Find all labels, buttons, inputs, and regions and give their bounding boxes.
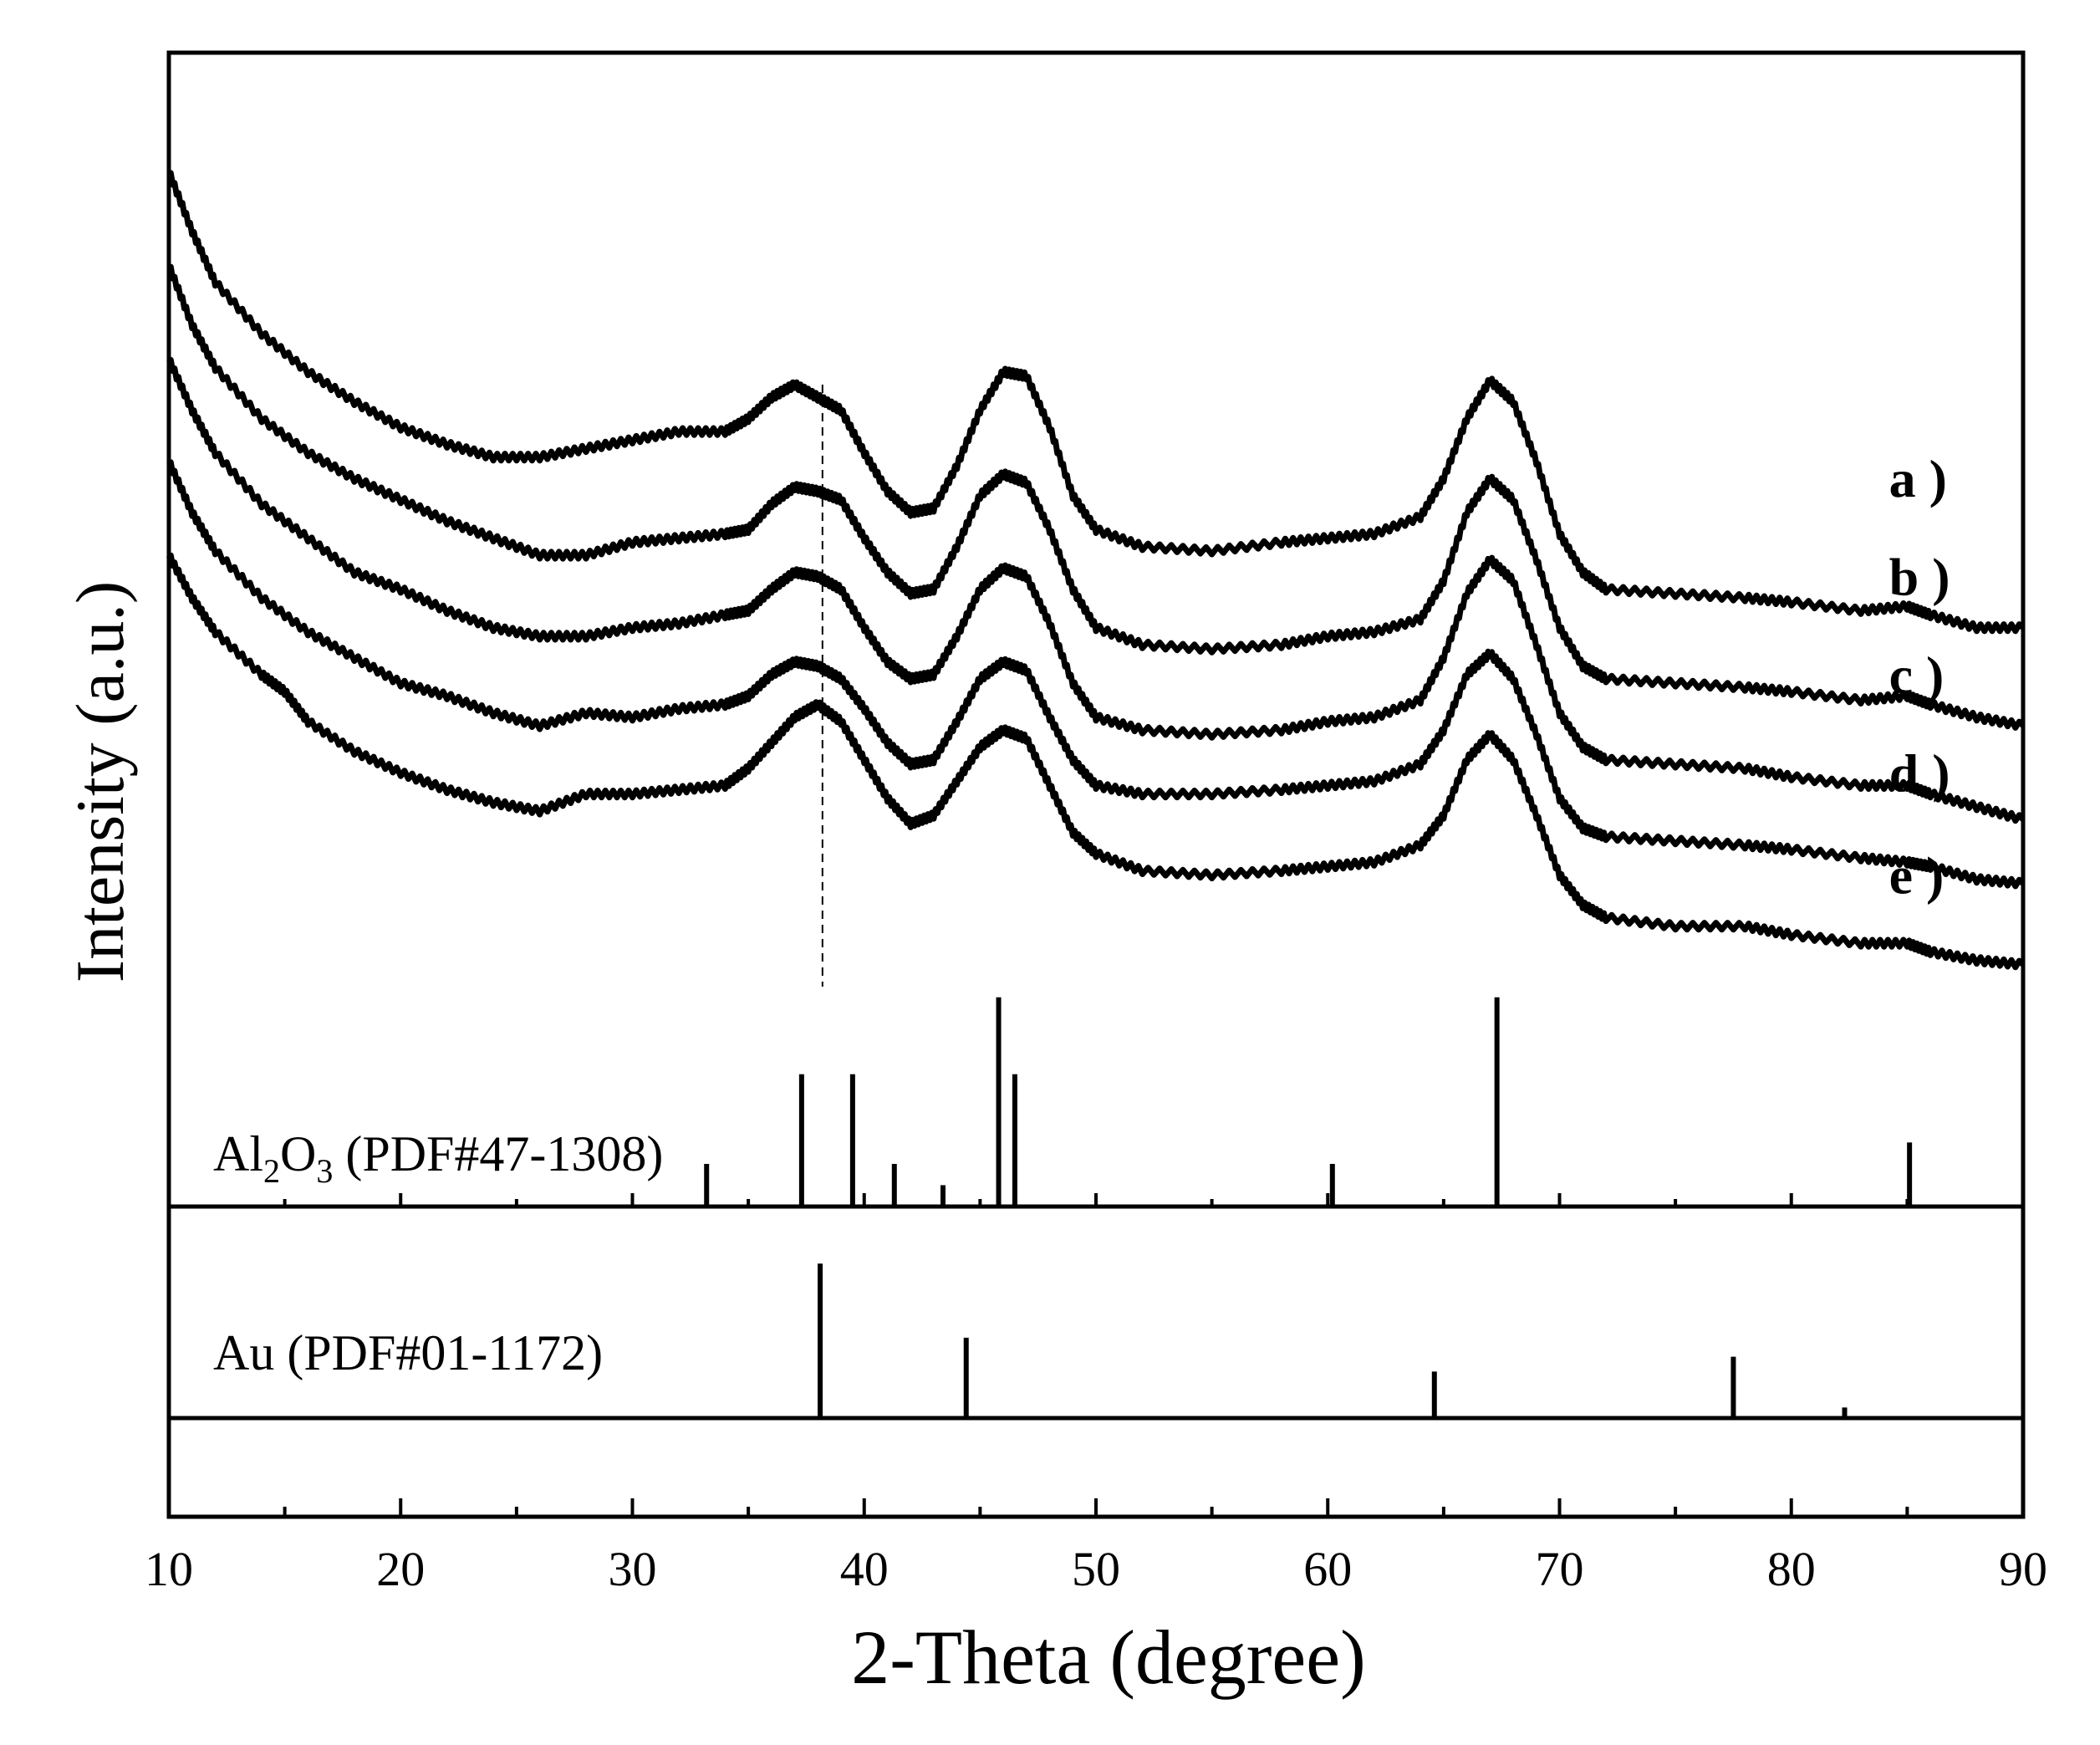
x-tick-label-80: 80 — [1767, 1542, 1816, 1596]
x-tick-label-30: 30 — [609, 1542, 657, 1596]
al2o3-reference-label: Al2O3 (PDF#47-1308) — [213, 1126, 663, 1190]
trace-3 — [166, 356, 2026, 824]
x-tick-label-40: 40 — [840, 1542, 889, 1596]
x-tick-label-10: 10 — [145, 1542, 193, 1596]
x-tick-label-70: 70 — [1536, 1542, 1584, 1596]
x-tick-label-90: 90 — [1999, 1542, 2047, 1596]
x-tick-label-50: 50 — [1072, 1542, 1120, 1596]
trace-5 — [166, 552, 2026, 971]
series-label-4: d ) — [1889, 743, 1950, 803]
trace-1 — [166, 170, 2026, 635]
x-axis: 10 20 30 40 50 60 70 80 90 — [145, 1193, 2047, 1596]
trace-2 — [166, 263, 2026, 731]
au-reference-label: Au (PDF#01-1172) — [213, 1325, 603, 1380]
au-panel-frame — [166, 1204, 2026, 1421]
y-axis-title: Intensity (a.u.) — [62, 581, 138, 982]
trace-4 — [166, 459, 2026, 890]
series-label-3: c ) — [1889, 645, 1945, 705]
x-tick-label-20: 20 — [376, 1542, 425, 1596]
series-label-2: b ) — [1889, 548, 1950, 607]
xrd-pattern-panel: a ) b ) c ) d ) e ) — [166, 50, 2026, 1209]
reference-panels: Al2O3 (PDF#47-1308) Au (PDF#01-1172) — [166, 997, 2026, 1519]
x-tick-label-60: 60 — [1303, 1542, 1352, 1596]
series-label-5: e ) — [1889, 846, 1945, 906]
series-label-1: a ) — [1889, 449, 1947, 508]
x-axis-title: 2-Theta (degree) — [851, 1615, 1365, 1700]
